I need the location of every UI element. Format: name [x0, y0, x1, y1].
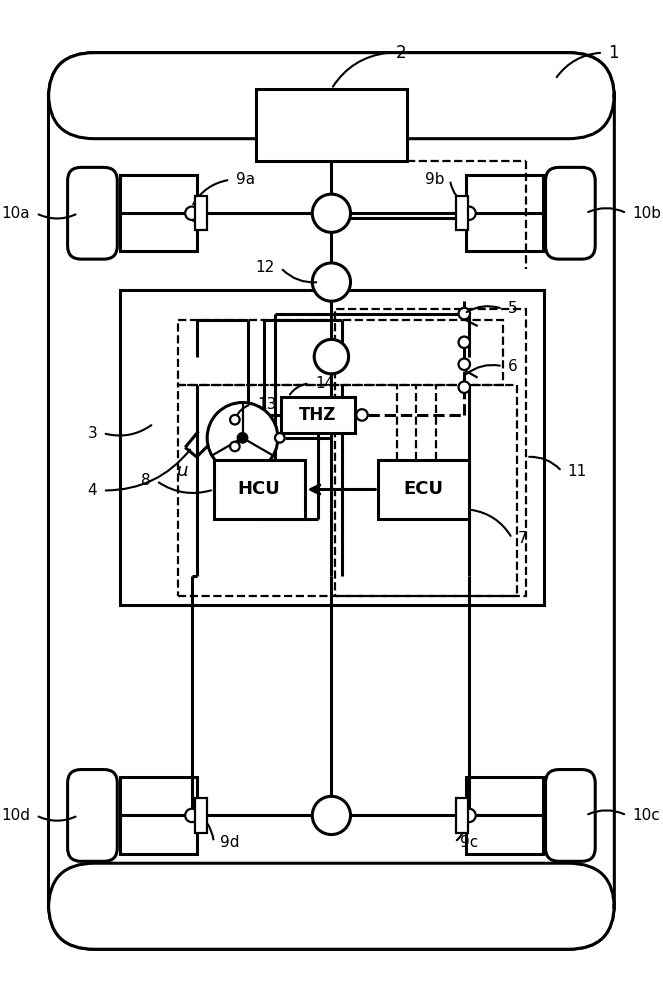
Text: 6: 6: [509, 359, 518, 374]
Text: ECU: ECU: [404, 480, 444, 498]
Text: 12: 12: [256, 260, 275, 275]
Text: 3: 3: [88, 426, 97, 441]
Circle shape: [185, 809, 198, 822]
Circle shape: [207, 403, 278, 473]
Bar: [195, 798, 207, 833]
Text: 2: 2: [395, 44, 406, 62]
Text: 7: 7: [518, 531, 528, 546]
Text: 8: 8: [141, 473, 151, 488]
Bar: [120, 175, 197, 251]
Bar: [455, 196, 468, 230]
Circle shape: [312, 796, 351, 835]
Text: 10b: 10b: [633, 206, 662, 221]
Circle shape: [314, 339, 349, 374]
Circle shape: [230, 415, 239, 424]
Text: 9d: 9d: [219, 835, 239, 850]
FancyBboxPatch shape: [68, 770, 117, 861]
Text: 14: 14: [315, 376, 334, 391]
FancyBboxPatch shape: [546, 167, 595, 259]
Text: μ: μ: [176, 462, 188, 480]
Bar: [455, 798, 468, 833]
Text: 9a: 9a: [236, 172, 255, 187]
Bar: [280, 397, 355, 433]
Bar: [178, 385, 517, 596]
Bar: [379, 460, 469, 519]
FancyBboxPatch shape: [48, 53, 615, 139]
Circle shape: [230, 442, 239, 451]
Circle shape: [462, 207, 476, 220]
Text: 4: 4: [88, 483, 97, 498]
Text: THZ: THZ: [299, 406, 337, 424]
Bar: [178, 320, 503, 385]
Circle shape: [356, 409, 368, 421]
Circle shape: [238, 433, 247, 443]
Circle shape: [275, 433, 284, 443]
Text: HCU: HCU: [238, 480, 280, 498]
Circle shape: [459, 337, 470, 348]
Circle shape: [462, 809, 476, 822]
Bar: [214, 460, 304, 519]
Circle shape: [459, 359, 470, 370]
Bar: [120, 777, 197, 854]
Bar: [120, 290, 544, 605]
FancyBboxPatch shape: [48, 53, 615, 949]
Bar: [466, 175, 542, 251]
Bar: [335, 309, 526, 596]
Text: 10d: 10d: [1, 808, 30, 823]
Text: 9c: 9c: [460, 835, 479, 850]
Text: 10a: 10a: [2, 206, 30, 221]
Bar: [466, 777, 542, 854]
Text: 10c: 10c: [633, 808, 660, 823]
FancyBboxPatch shape: [546, 770, 595, 861]
FancyBboxPatch shape: [48, 863, 615, 949]
Text: 5: 5: [509, 301, 518, 316]
Circle shape: [185, 207, 198, 220]
Circle shape: [312, 194, 351, 232]
FancyBboxPatch shape: [68, 167, 117, 259]
Text: 11: 11: [568, 464, 587, 479]
Bar: [195, 196, 207, 230]
Bar: [256, 89, 407, 161]
Text: 1: 1: [609, 44, 619, 62]
Circle shape: [459, 381, 470, 393]
Circle shape: [312, 263, 351, 301]
Text: 13: 13: [257, 397, 276, 412]
Circle shape: [459, 308, 470, 319]
Text: 9b: 9b: [425, 172, 444, 187]
